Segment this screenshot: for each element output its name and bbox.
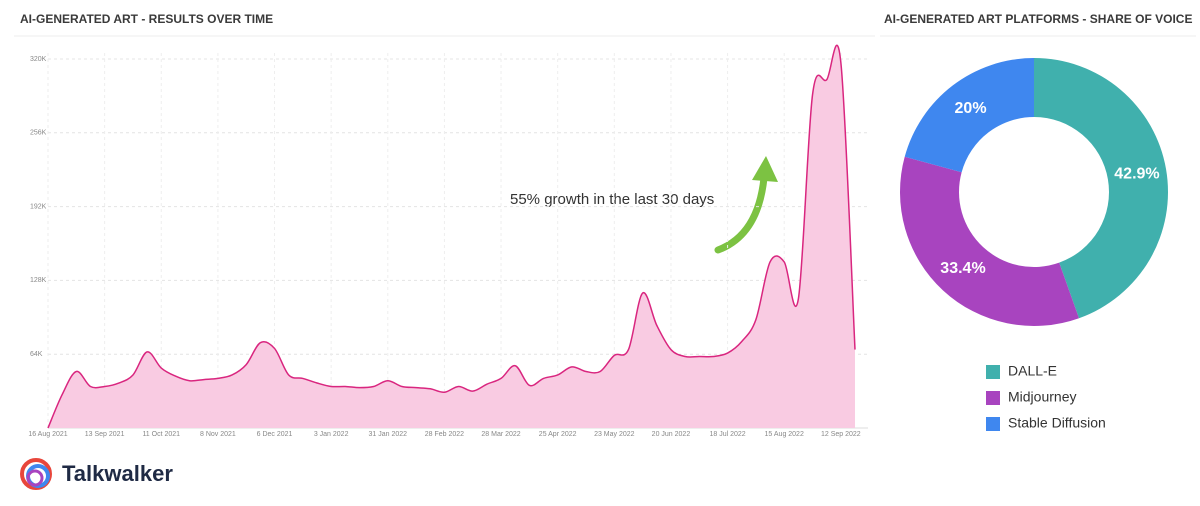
y-tick-label: 64K: [30, 351, 43, 358]
y-tick-label: 128K: [30, 277, 47, 284]
legend-swatch: [986, 391, 1000, 405]
arrow-head: [752, 156, 778, 182]
logo: Talkwalker: [20, 458, 173, 490]
x-tick-label: 13 Sep 2021: [85, 431, 125, 438]
x-tick-label: 20 Jun 2022: [652, 431, 691, 438]
logo-ring: [26, 469, 44, 487]
data-label: 20%: [955, 100, 987, 117]
area: [48, 45, 855, 429]
donut-slice: [900, 156, 1080, 326]
x-tick-label: 15 Aug 2022: [765, 431, 804, 438]
donut-slice: [1034, 58, 1168, 319]
logo-ring: [20, 458, 52, 490]
y-tick-label: 256K: [30, 130, 47, 137]
donut-slice: [904, 58, 1034, 173]
x-tick-label: 8 Nov 2021: [200, 431, 236, 438]
data-label: 42.9%: [1114, 165, 1159, 182]
x-tick-label: 12 Sep 2022: [821, 431, 861, 438]
arrow-shaft: [714, 174, 768, 254]
y-tick-label: 320K: [30, 56, 47, 63]
x-tick-label: 16 Aug 2021: [28, 431, 67, 438]
x-tick-label: 3 Jan 2022: [314, 431, 349, 438]
legend-label: DALL-E: [1008, 363, 1057, 379]
x-tick-label: 28 Feb 2022: [425, 431, 464, 438]
line: [47, 44, 856, 429]
annotation: 55% growth in the last 30 days: [510, 191, 714, 208]
legend-label: Stable Diffusion: [1008, 415, 1106, 431]
x-tick-label: 23 May 2022: [594, 431, 635, 438]
x-tick-label: 11 Oct 2021: [142, 431, 180, 438]
chart-title: AI-GENERATED ART - RESULTS OVER TIME: [20, 12, 273, 26]
x-tick-label: 31 Jan 2022: [369, 431, 408, 438]
legend-swatch: [986, 417, 1000, 431]
chart-title: AI-GENERATED ART PLATFORMS - SHARE OF VO…: [884, 12, 1192, 26]
y-tick-label: 192K: [30, 203, 47, 210]
x-tick-label: 28 Mar 2022: [481, 431, 520, 438]
x-tick-label: 18 Jul 2022: [709, 431, 745, 438]
data-label: 33.4%: [940, 260, 985, 277]
x-tick-label: 6 Dec 2021: [257, 431, 293, 438]
legend-swatch: [986, 365, 1000, 379]
growth-arrow: [714, 156, 778, 254]
legend-label: Midjourney: [1008, 389, 1076, 405]
x-tick-label: 25 Apr 2022: [539, 431, 577, 438]
brand: Talkwalker: [62, 461, 173, 486]
